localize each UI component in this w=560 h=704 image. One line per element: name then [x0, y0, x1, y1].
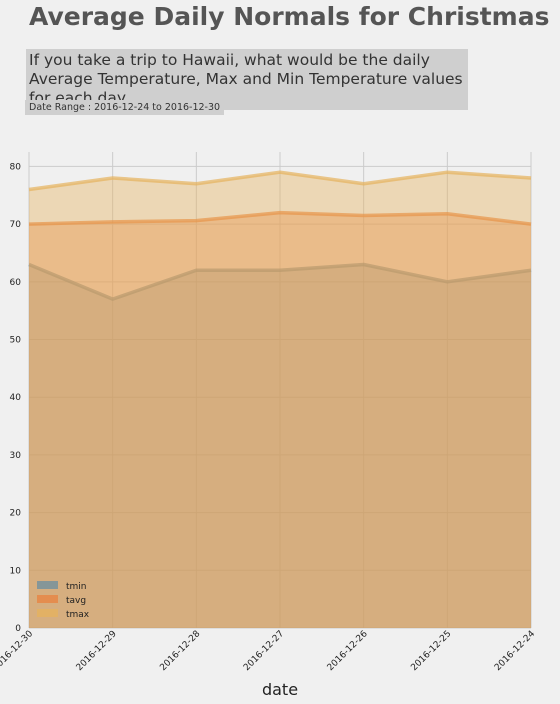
- y-tick-label: 0: [15, 624, 21, 634]
- area-tmin: [29, 264, 531, 628]
- legend-label-tmax: tmax: [66, 610, 90, 620]
- area-tmax: [29, 172, 531, 628]
- legend-swatch-tmin: [37, 581, 58, 589]
- line-tmin: [28, 262, 532, 301]
- x-axis-label: date: [262, 680, 298, 699]
- x-axis-ticks: 2016-12-30 2016-12-29 2016-12-28 2016-12-27…: [0, 629, 537, 673]
- date-range-label: Date Range : 2016-12-24 to 2016-12-30: [25, 100, 225, 115]
- x-tick-label: 2016-12-24: [493, 629, 537, 673]
- x-tick-label: 2016-12-29: [75, 629, 119, 673]
- y-tick-label: 60: [10, 278, 22, 288]
- y-tick-label: 70: [10, 220, 22, 230]
- line-tavg: [28, 210, 532, 226]
- x-tick-label: 2016-12-27: [242, 629, 286, 673]
- x-tick-label: 2016-12-30: [0, 629, 35, 673]
- x-tick-label: 2016-12-25: [409, 629, 453, 673]
- legend-swatch-tmax: [37, 609, 58, 617]
- y-tick-label: 50: [10, 336, 22, 346]
- y-axis-ticks: 0 10 20 30 40 50 60 70 80: [10, 162, 22, 634]
- area-series: [28, 170, 532, 628]
- legend-swatch-tavg: [37, 595, 58, 603]
- grid-lines: [28, 152, 532, 629]
- y-tick-label: 80: [10, 162, 22, 172]
- legend-label-tavg: tavg: [66, 596, 86, 606]
- chart-title: Average Daily Normals for Christmas: [29, 2, 550, 31]
- x-tick-label: 2016-12-26: [326, 629, 370, 673]
- legend-label-tmin: tmin: [66, 582, 87, 592]
- y-tick-label: 30: [10, 451, 22, 461]
- legend: tmin tavg tmax: [37, 581, 90, 620]
- x-tick-label: 2016-12-28: [158, 629, 202, 673]
- chart-subtitle: If you take a trip to Hawaii, what would…: [26, 49, 468, 110]
- y-tick-label: 20: [10, 509, 22, 519]
- y-tick-label: 10: [10, 566, 22, 576]
- line-tmax: [28, 170, 532, 192]
- y-tick-label: 40: [10, 393, 22, 403]
- area-tavg: [29, 212, 531, 628]
